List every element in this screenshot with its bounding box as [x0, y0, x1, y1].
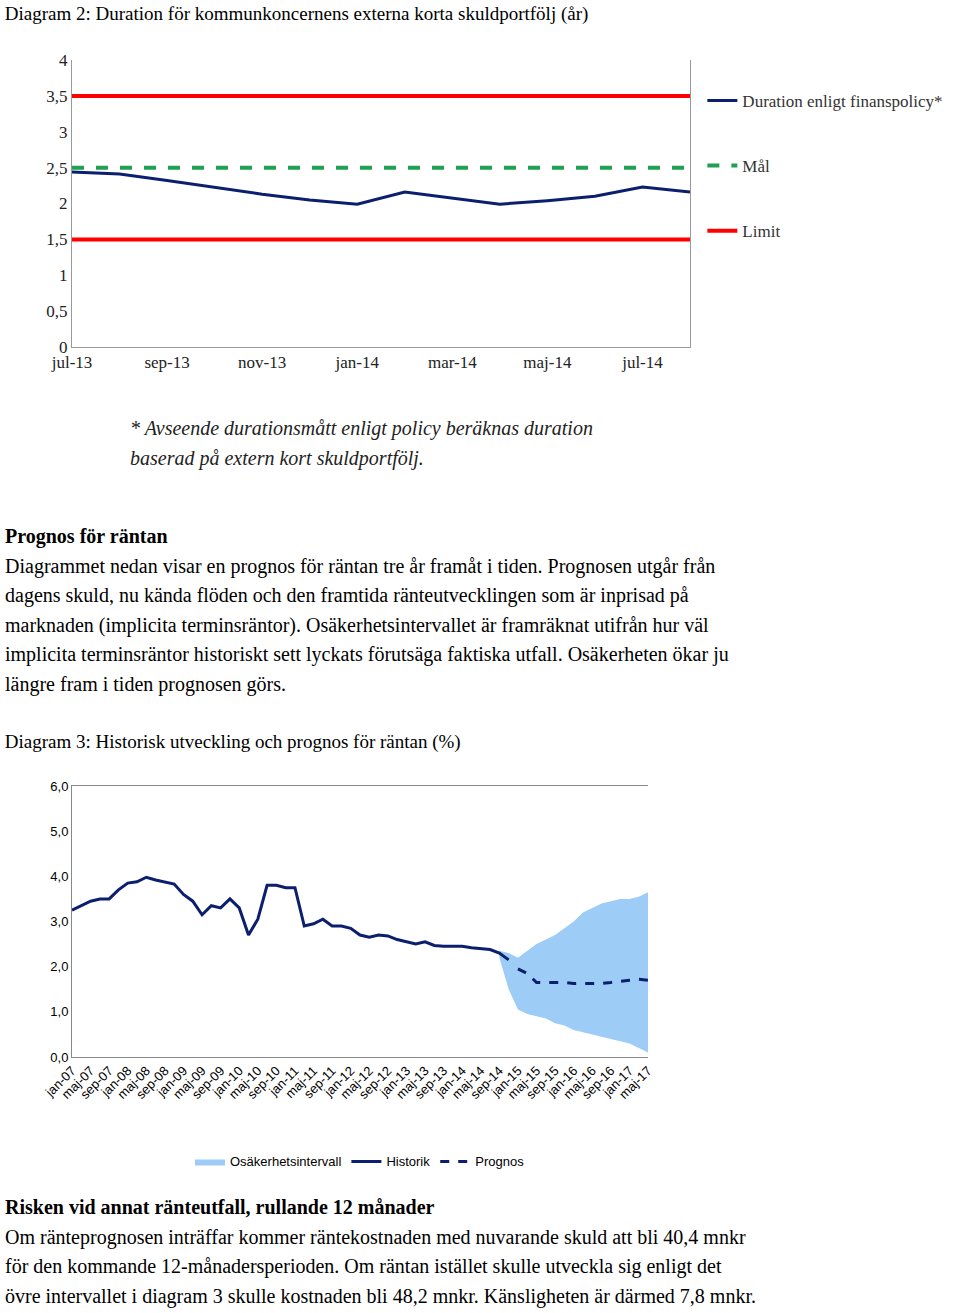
- svg-text:sep-15: sep-15: [523, 1063, 562, 1102]
- svg-text:jul-14: jul-14: [621, 353, 663, 372]
- svg-text:jan-14: jan-14: [432, 1063, 469, 1100]
- svg-text:jan-13: jan-13: [376, 1063, 413, 1100]
- svg-text:sep-13: sep-13: [144, 353, 189, 372]
- svg-text:sep-14: sep-14: [467, 1063, 506, 1102]
- svg-text:maj-07: maj-07: [59, 1063, 98, 1102]
- svg-text:sep-16: sep-16: [579, 1063, 618, 1102]
- svg-text:1: 1: [59, 266, 68, 285]
- svg-text:jan-16: jan-16: [544, 1063, 581, 1100]
- svg-text:sep-13: sep-13: [412, 1063, 451, 1102]
- svg-text:maj-10: maj-10: [226, 1063, 265, 1102]
- html-text:baserad på extern kort skuldpo: baserad på extern kort skuldportfölj.: [130, 446, 424, 469]
- html-text:Om ränteprognosen inträffar ko: Om ränteprognosen inträffar kommer ränte…: [5, 1225, 746, 1248]
- svg-text:sep-08: sep-08: [133, 1063, 172, 1102]
- svg-text:1,0: 1,0: [50, 1004, 68, 1019]
- html-text:Prognos för räntan: Prognos för räntan: [5, 525, 168, 547]
- svg-text:jan-11: jan-11: [265, 1063, 301, 1099]
- svg-text:maj-14: maj-14: [523, 353, 572, 372]
- svg-text:Diagram 2: Duration för kommun: Diagram 2: Duration för kommunkoncernens…: [5, 3, 589, 25]
- svg-text:jan-17: jan-17: [599, 1063, 636, 1100]
- svg-text:sep-09: sep-09: [189, 1063, 228, 1102]
- html-text:marknaden (implicita terminsrä: marknaden (implicita terminsräntor). Osä…: [5, 613, 709, 636]
- html-text:övre intervallet i diagram 3 s: övre intervallet i diagram 3 skulle kost…: [5, 1284, 756, 1307]
- svg-text:5,0: 5,0: [50, 824, 68, 839]
- svg-text:jan-15: jan-15: [488, 1063, 525, 1100]
- svg-text:sep-07: sep-07: [77, 1063, 116, 1102]
- html-text:implicita terminsräntor histor: implicita terminsräntor historiskt sett …: [5, 643, 729, 665]
- svg-text:jan-08: jan-08: [98, 1063, 135, 1100]
- svg-text:maj-16: maj-16: [560, 1063, 599, 1102]
- svg-text:0,0: 0,0: [50, 1050, 68, 1065]
- html-text:* Avseende durationsmått enlig: * Avseende durationsmått enligt policy b…: [130, 417, 593, 439]
- svg-text:Duration enligt finanspolicy*: Duration enligt finanspolicy*: [742, 92, 942, 111]
- svg-text:maj-13: maj-13: [393, 1063, 432, 1102]
- svg-text:mar-14: mar-14: [428, 353, 477, 372]
- html-text:dagens skuld, nu kända flöden: dagens skuld, nu kända flöden och den fr…: [5, 584, 689, 606]
- svg-text:Osäkerhetsintervall: Osäkerhetsintervall: [230, 1154, 341, 1169]
- svg-text:maj-11: maj-11: [282, 1063, 320, 1101]
- svg-text:1,5: 1,5: [46, 230, 67, 249]
- svg-text:3: 3: [59, 123, 68, 142]
- svg-text:maj-09: maj-09: [170, 1063, 209, 1102]
- svg-text:2,5: 2,5: [46, 159, 67, 178]
- svg-text:sep-10: sep-10: [244, 1063, 283, 1102]
- svg-text:sep-12: sep-12: [356, 1063, 395, 1102]
- svg-text:nov-13: nov-13: [238, 353, 286, 372]
- html-text:Diagrammet nedan visar en prog: Diagrammet nedan visar en prognos för rä…: [5, 554, 716, 577]
- svg-text:Historik: Historik: [386, 1154, 430, 1169]
- svg-text:maj-08: maj-08: [114, 1063, 153, 1102]
- html-text:för den kommande 12-månaderspe: för den kommande 12-månadersperioden. Om…: [5, 1255, 722, 1277]
- html-text:längre fram i tiden prognosen: längre fram i tiden prognosen görs.: [5, 672, 286, 695]
- svg-text:Diagram 3: Historisk utvecklin: Diagram 3: Historisk utveckling och prog…: [5, 731, 461, 753]
- svg-text:2,0: 2,0: [50, 959, 68, 974]
- svg-text:maj-12: maj-12: [337, 1063, 376, 1102]
- svg-text:2: 2: [59, 194, 68, 213]
- svg-text:6,0: 6,0: [50, 779, 68, 794]
- svg-text:0,5: 0,5: [46, 302, 67, 321]
- svg-text:maj-17: maj-17: [616, 1063, 655, 1102]
- svg-text:3,0: 3,0: [50, 914, 68, 929]
- svg-text:sep-11: sep-11: [301, 1063, 339, 1101]
- svg-text:Mål: Mål: [742, 157, 770, 176]
- svg-text:jan-09: jan-09: [153, 1063, 190, 1100]
- svg-text:maj-14: maj-14: [449, 1063, 488, 1102]
- svg-text:4: 4: [59, 51, 68, 70]
- svg-text:jan-14: jan-14: [335, 353, 380, 372]
- svg-text:4,0: 4,0: [50, 869, 68, 884]
- svg-text:maj-15: maj-15: [505, 1063, 544, 1102]
- svg-text:jan-07: jan-07: [42, 1063, 79, 1100]
- svg-text:3,5: 3,5: [46, 87, 67, 106]
- svg-text:jan-10: jan-10: [209, 1063, 246, 1100]
- svg-text:0: 0: [59, 338, 68, 357]
- svg-text:Prognos: Prognos: [475, 1154, 524, 1169]
- svg-text:jul-13: jul-13: [51, 353, 93, 372]
- svg-text:Limit: Limit: [742, 222, 780, 241]
- svg-text:jan-12: jan-12: [321, 1063, 358, 1100]
- html-text:Risken vid annat ränteutfall,: Risken vid annat ränteutfall, rullande 1…: [5, 1196, 435, 1218]
